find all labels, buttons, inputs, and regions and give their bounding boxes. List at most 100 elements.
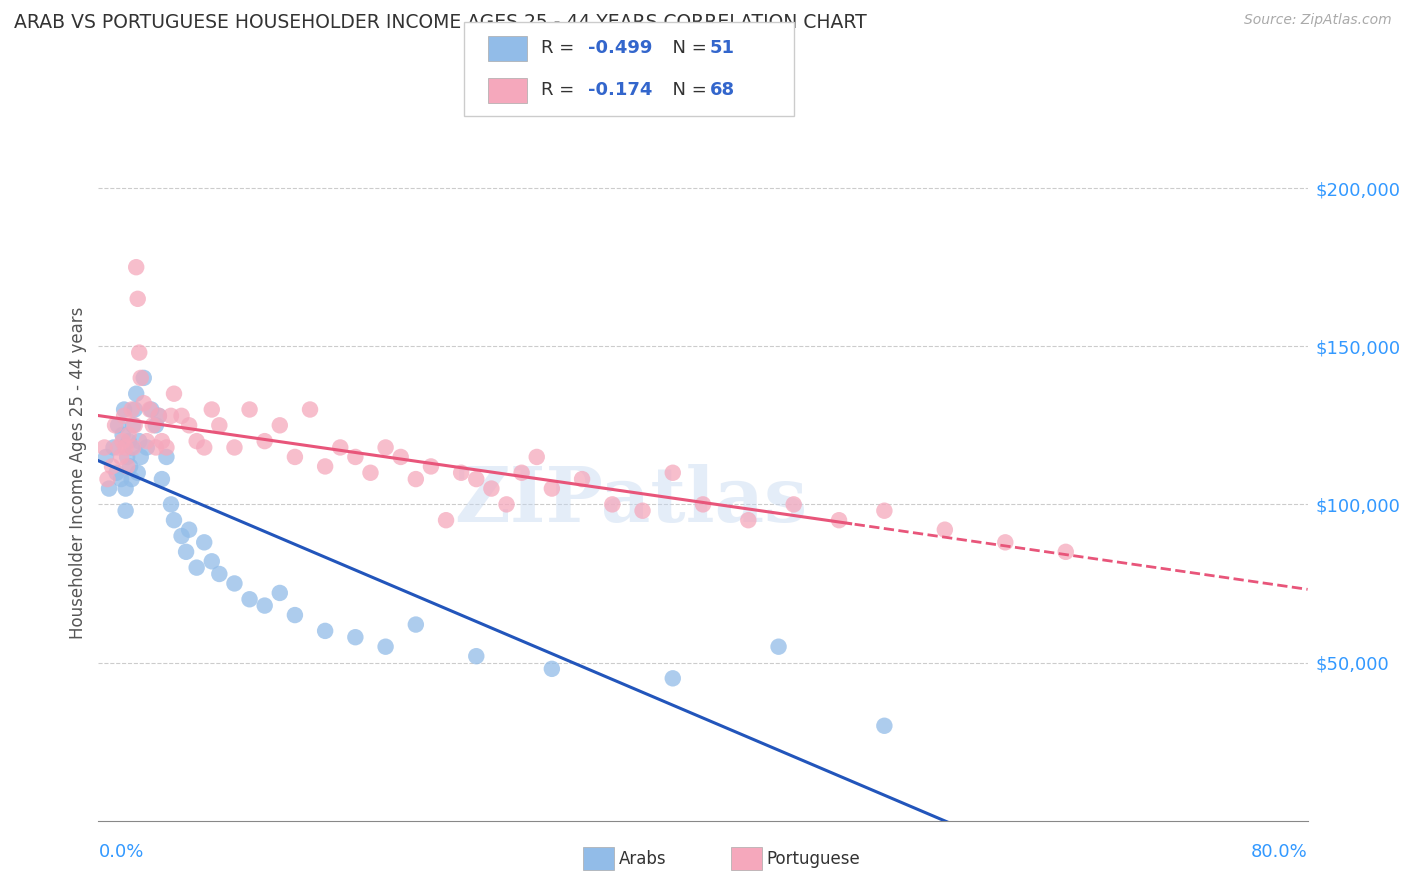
Point xyxy=(208,418,231,433)
Point xyxy=(450,466,472,480)
Point xyxy=(127,466,149,480)
Point xyxy=(174,545,197,559)
Text: N =: N = xyxy=(661,39,713,57)
Point xyxy=(389,450,412,464)
Point xyxy=(122,441,145,455)
Point xyxy=(994,535,1017,549)
Point xyxy=(179,418,201,433)
Point xyxy=(115,450,138,464)
Point xyxy=(142,418,165,433)
Point xyxy=(125,386,148,401)
Point xyxy=(329,441,352,455)
Point xyxy=(125,260,148,275)
Point xyxy=(155,450,177,464)
Point xyxy=(111,427,134,442)
Text: 80.0%: 80.0% xyxy=(1251,843,1308,861)
Point xyxy=(107,418,129,433)
Point xyxy=(510,466,533,480)
Point xyxy=(374,441,396,455)
Point xyxy=(114,482,136,496)
Point xyxy=(540,662,562,676)
Point xyxy=(128,345,150,359)
Point xyxy=(344,630,367,644)
Point xyxy=(540,482,562,496)
Point xyxy=(253,599,276,613)
Point xyxy=(873,719,896,733)
Point xyxy=(98,482,121,496)
Point xyxy=(224,576,246,591)
Point xyxy=(124,418,146,433)
Text: R =: R = xyxy=(541,39,581,57)
Point xyxy=(284,608,307,623)
Point xyxy=(360,466,382,480)
Point xyxy=(465,472,488,486)
Point xyxy=(110,450,132,464)
Point xyxy=(112,409,135,423)
Point xyxy=(465,649,488,664)
Point xyxy=(148,409,170,423)
Point xyxy=(150,472,173,486)
Text: 0.0%: 0.0% xyxy=(98,843,143,861)
Point xyxy=(121,472,143,486)
Point xyxy=(127,292,149,306)
Point xyxy=(224,441,246,455)
Point xyxy=(135,434,157,449)
Point xyxy=(118,434,141,449)
Point xyxy=(122,418,145,433)
Point xyxy=(269,586,291,600)
Point xyxy=(284,450,307,464)
Point xyxy=(107,441,129,455)
Point xyxy=(768,640,790,654)
Point xyxy=(120,459,142,474)
Point xyxy=(129,371,152,385)
Point xyxy=(139,402,162,417)
Point xyxy=(163,513,186,527)
Point xyxy=(155,441,177,455)
Point xyxy=(662,671,685,685)
Point xyxy=(186,560,208,574)
Point xyxy=(160,409,183,423)
Text: ZIPatlas: ZIPatlas xyxy=(454,464,807,538)
Point xyxy=(112,402,135,417)
Point xyxy=(103,441,125,455)
Point xyxy=(132,396,155,410)
Point xyxy=(121,402,143,417)
Point xyxy=(783,497,806,511)
Text: 68: 68 xyxy=(710,81,735,99)
Point xyxy=(269,418,291,433)
Point xyxy=(170,409,193,423)
Point xyxy=(145,441,167,455)
Point xyxy=(105,466,128,480)
Point xyxy=(129,450,152,464)
Point xyxy=(193,535,215,549)
Point xyxy=(118,427,141,442)
Point xyxy=(141,402,163,417)
Point xyxy=(253,434,276,449)
Point xyxy=(121,441,143,455)
Point xyxy=(208,566,231,581)
Point xyxy=(828,513,851,527)
Point xyxy=(737,513,759,527)
Text: -0.174: -0.174 xyxy=(588,81,652,99)
Point xyxy=(93,441,115,455)
Point xyxy=(124,402,146,417)
Point xyxy=(186,434,208,449)
Point xyxy=(692,497,714,511)
Point xyxy=(602,497,624,511)
Point xyxy=(114,504,136,518)
Point xyxy=(201,554,224,568)
Point xyxy=(239,592,262,607)
Text: -0.499: -0.499 xyxy=(588,39,652,57)
Point xyxy=(344,450,367,464)
Point xyxy=(873,504,896,518)
Point xyxy=(420,459,443,474)
Point xyxy=(571,472,593,486)
Point xyxy=(111,434,134,449)
Point xyxy=(374,640,396,654)
Point xyxy=(94,450,117,464)
Text: Portuguese: Portuguese xyxy=(766,849,860,868)
Point xyxy=(150,434,173,449)
Point xyxy=(495,497,517,511)
Point xyxy=(160,497,183,511)
Point xyxy=(148,409,170,423)
